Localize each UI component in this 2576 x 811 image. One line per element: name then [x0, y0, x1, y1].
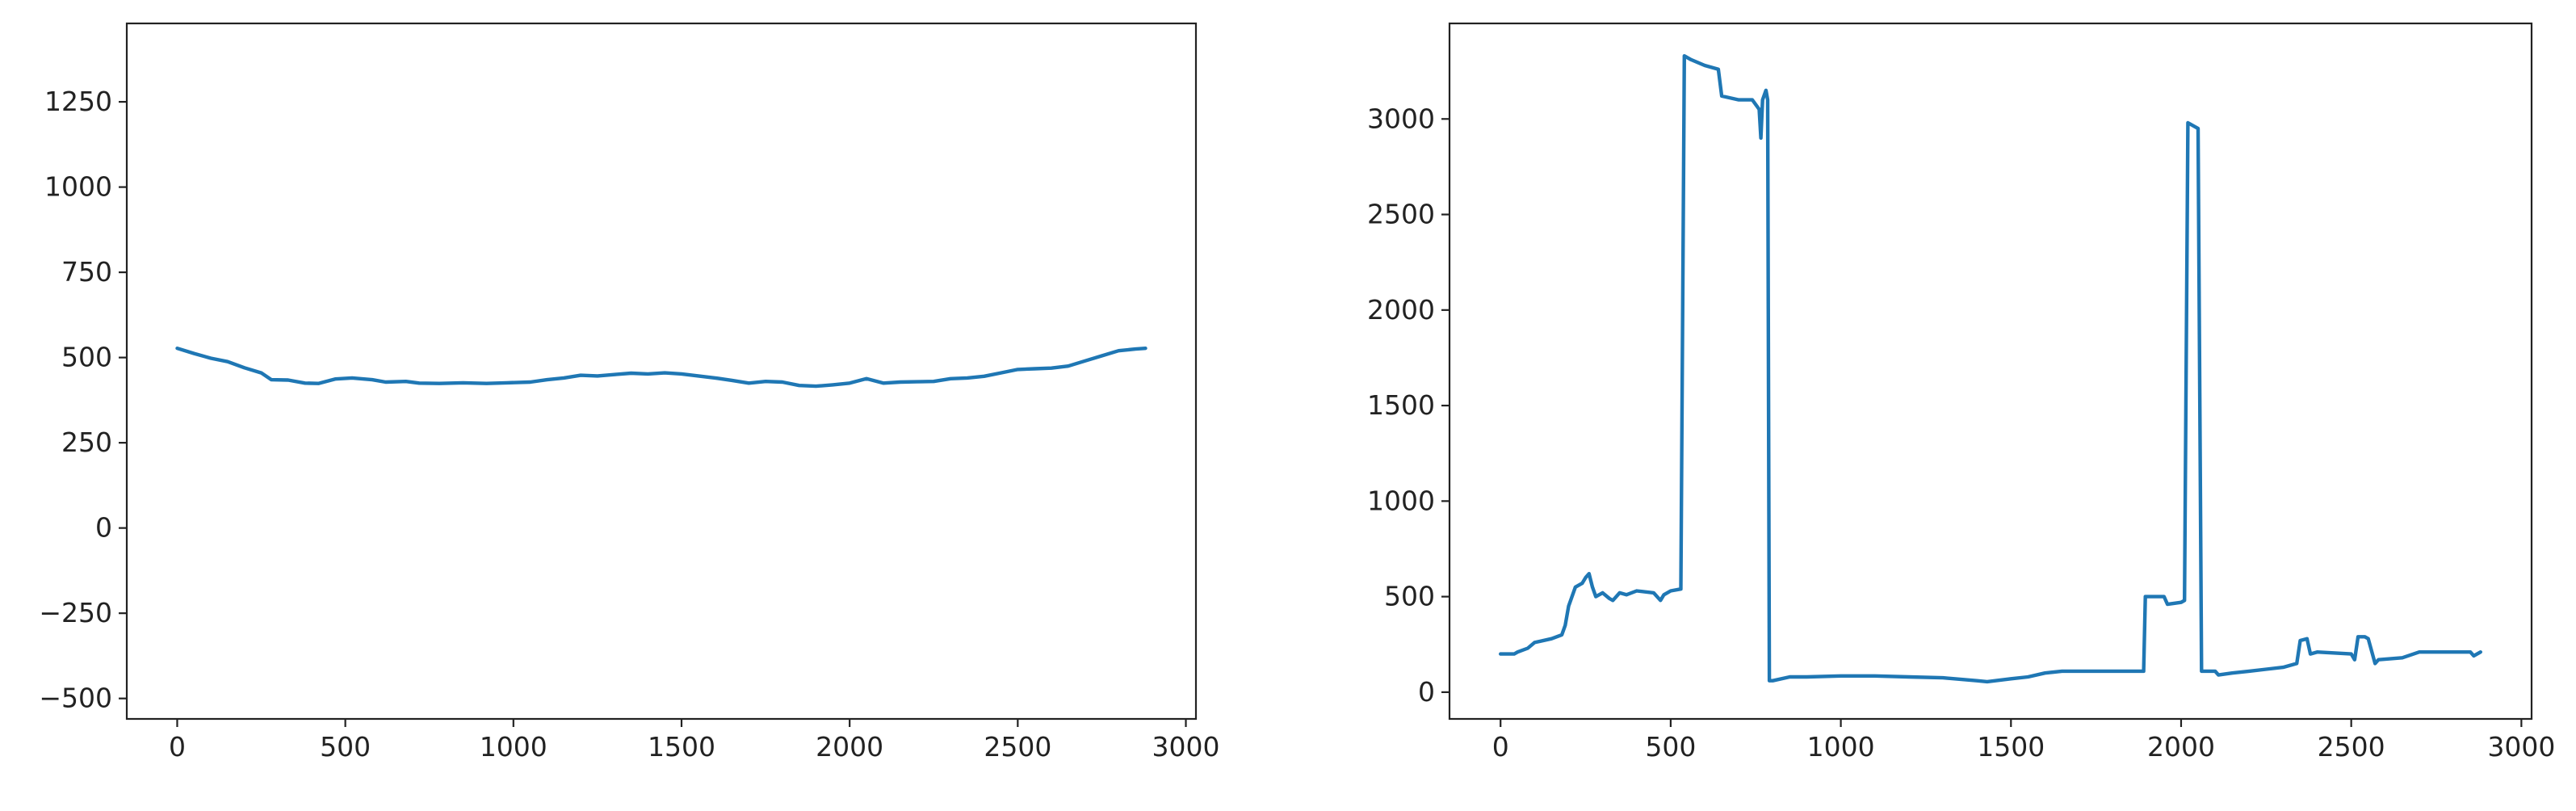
- right-y-tick-label: 1500: [1367, 389, 1435, 421]
- right-x-tick-label: 1500: [1977, 731, 2045, 763]
- left-x-tick-label: 1500: [648, 731, 715, 763]
- left-y-tick-label: −250: [39, 597, 112, 628]
- right-x-tick-label: 1000: [1807, 731, 1875, 763]
- right-x-tick-label: 3000: [2487, 731, 2555, 763]
- left-x-tick-label: 500: [320, 731, 371, 763]
- left-x-tick-label: 1000: [480, 731, 548, 763]
- left-x-tick-label: 2000: [816, 731, 883, 763]
- left-axes-frame: [125, 22, 1198, 721]
- right-x-tick-label: 0: [1492, 731, 1509, 763]
- left-y-tick-label: 0: [95, 512, 112, 544]
- right-x-tick-label: 2500: [2318, 731, 2385, 763]
- right-series-line: [1498, 53, 2483, 684]
- left-y-tick-label: 500: [61, 342, 112, 373]
- left-y-tick-label: 1000: [44, 171, 112, 203]
- left-y-tick-label: 1250: [44, 86, 112, 117]
- left-y-tick-label: 250: [61, 427, 112, 458]
- left-y-tick-label: 750: [61, 256, 112, 288]
- right-axes-frame: [1448, 22, 2533, 721]
- right-y-tick-label: 500: [1384, 581, 1435, 612]
- left-series-line: [175, 347, 1147, 389]
- right-x-tick-label: 2000: [2147, 731, 2215, 763]
- right-y-tick-label: 1000: [1367, 485, 1435, 516]
- right-y-tick-label: 2500: [1367, 199, 1435, 230]
- left-line-chart: 0 500 1000 1500 2000 2500 3000 −500 −250 0 250 500 7…: [39, 22, 1220, 763]
- right-line-chart: 0 500 1000 1500 2000 2500 3000 0 500 1000 1500 2000…: [1367, 22, 2555, 763]
- left-x-tick-label: 0: [169, 731, 186, 763]
- left-x-tick-label: 2500: [984, 731, 1051, 763]
- left-x-tick-label: 3000: [1152, 731, 1220, 763]
- right-y-tick-label: 3000: [1367, 103, 1435, 134]
- right-y-tick-label: 0: [1418, 676, 1435, 708]
- right-x-tick-label: 500: [1645, 731, 1696, 763]
- right-y-tick-label: 2000: [1367, 294, 1435, 326]
- left-y-tick-label: −500: [39, 683, 112, 714]
